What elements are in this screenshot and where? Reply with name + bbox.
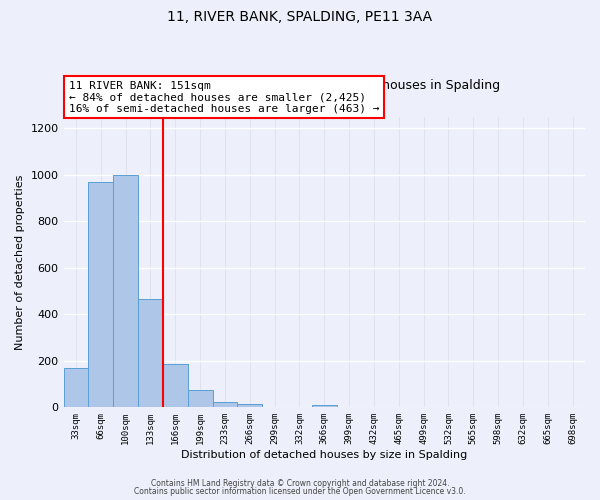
Bar xyxy=(212,402,238,407)
Y-axis label: Number of detached properties: Number of detached properties xyxy=(15,174,25,350)
Bar xyxy=(238,404,262,407)
Text: 11, RIVER BANK, SPALDING, PE11 3AA: 11, RIVER BANK, SPALDING, PE11 3AA xyxy=(167,10,433,24)
Bar xyxy=(312,405,337,407)
Text: Contains public sector information licensed under the Open Government Licence v3: Contains public sector information licen… xyxy=(134,487,466,496)
Bar xyxy=(88,182,113,408)
Text: 11 RIVER BANK: 151sqm
← 84% of detached houses are smaller (2,425)
16% of semi-d: 11 RIVER BANK: 151sqm ← 84% of detached … xyxy=(69,80,379,114)
Bar xyxy=(64,368,88,408)
X-axis label: Distribution of detached houses by size in Spalding: Distribution of detached houses by size … xyxy=(181,450,467,460)
Bar xyxy=(188,390,212,407)
Text: Contains HM Land Registry data © Crown copyright and database right 2024.: Contains HM Land Registry data © Crown c… xyxy=(151,478,449,488)
Bar xyxy=(138,299,163,408)
Bar xyxy=(163,364,188,408)
Title: Size of property relative to detached houses in Spalding: Size of property relative to detached ho… xyxy=(148,79,500,92)
Bar xyxy=(113,175,138,408)
